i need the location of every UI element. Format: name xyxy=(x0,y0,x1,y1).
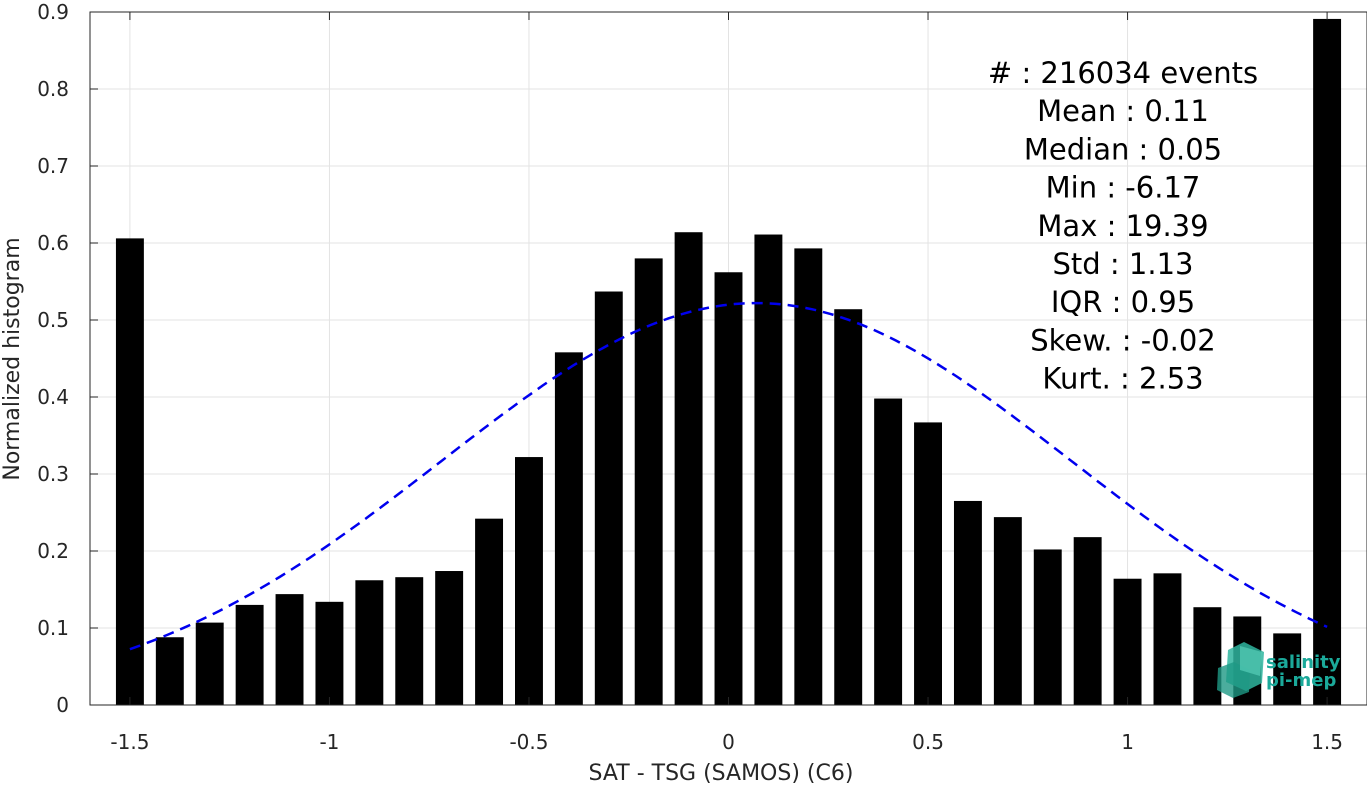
histogram-bar xyxy=(714,272,743,705)
y-tick-label: 0.6 xyxy=(37,231,69,255)
stat-line: Mean : 0.11 xyxy=(1037,94,1209,128)
histogram-bar xyxy=(475,518,504,705)
histogram-bar xyxy=(554,352,583,705)
stat-line: # : 216034 events xyxy=(988,56,1258,90)
x-axis-ticks: -1.5 -1 -0.5 0 0.5 1 1.5 xyxy=(110,12,1343,754)
x-tick-label: 0.5 xyxy=(912,730,944,754)
histogram-bar xyxy=(235,604,264,705)
stat-line: Median : 0.05 xyxy=(1024,132,1222,166)
histogram-bar xyxy=(1313,18,1342,706)
y-tick-label: 0.3 xyxy=(37,462,69,486)
gaussian-fit-curve xyxy=(129,301,1328,651)
x-tick-label: 0 xyxy=(722,730,735,754)
stat-line: IQR : 0.95 xyxy=(1051,285,1195,319)
stat-line: Max : 19.39 xyxy=(1037,209,1208,243)
salinity-pimep-logo: salinity pi-mep xyxy=(1217,642,1341,698)
y-tick-label: 0.8 xyxy=(37,77,69,101)
histogram-bar xyxy=(754,234,783,705)
histogram-bar xyxy=(1113,578,1142,705)
histogram-bar xyxy=(435,571,464,705)
histogram-bar xyxy=(874,398,903,705)
histogram-bar xyxy=(395,577,424,705)
histogram-bar xyxy=(1033,549,1062,705)
y-tick-label: 0.1 xyxy=(37,616,69,640)
y-tick-label: 0.9 xyxy=(37,0,69,24)
x-tick-label: 1.5 xyxy=(1311,730,1343,754)
histogram-bar xyxy=(1193,607,1222,705)
y-tick-label: 0.4 xyxy=(37,385,69,409)
y-tick-label: 0.7 xyxy=(37,154,69,178)
histogram-bar xyxy=(355,580,384,705)
histogram-bar xyxy=(834,309,863,705)
histogram-bar xyxy=(1153,573,1182,705)
y-tick-label: 0 xyxy=(56,693,69,717)
stat-line: Min : -6.17 xyxy=(1046,171,1201,205)
histogram-bar xyxy=(275,594,304,705)
histogram-bar xyxy=(315,601,344,705)
histogram-bar xyxy=(115,238,144,705)
cube-icon xyxy=(1217,642,1264,698)
y-tick-label: 0.5 xyxy=(37,308,69,332)
x-tick-label: -1 xyxy=(319,730,339,754)
histogram-bar xyxy=(993,517,1022,705)
histogram-bar xyxy=(515,457,543,705)
histogram-bar xyxy=(1273,633,1302,705)
stat-line: Std : 1.13 xyxy=(1053,247,1194,281)
stat-line: Kurt. : 2.53 xyxy=(1042,362,1203,396)
histogram-bar xyxy=(794,248,823,705)
histogram-bar xyxy=(914,422,942,705)
histogram-bar xyxy=(634,258,663,705)
histogram-bar xyxy=(953,500,982,705)
x-tick-label: -1.5 xyxy=(110,730,149,754)
histogram-bar xyxy=(1073,537,1102,705)
stat-line: Skew. : -0.02 xyxy=(1030,323,1216,357)
histogram-bar xyxy=(674,232,703,705)
logo-line-1: salinity xyxy=(1266,652,1341,673)
histogram-bar xyxy=(155,637,184,705)
x-tick-label: 1 xyxy=(1121,730,1134,754)
histogram-bar xyxy=(195,622,224,705)
histogram-bar xyxy=(594,291,623,705)
statistics-box: # : 216034 events Mean : 0.11 Median : 0.0… xyxy=(988,56,1258,396)
x-axis-label: SAT - TSG (SAMOS) (C6) xyxy=(589,761,854,785)
y-tick-label: 0.2 xyxy=(37,539,69,563)
y-axis-ticks: 0 0.1 0.2 0.3 0.4 0.5 0.6 0.7 0.8 0.9 xyxy=(37,0,98,717)
logo-line-2: pi-mep xyxy=(1266,670,1336,691)
x-tick-label: -0.5 xyxy=(509,730,548,754)
y-axis-label: Normalized histogram xyxy=(0,237,25,480)
